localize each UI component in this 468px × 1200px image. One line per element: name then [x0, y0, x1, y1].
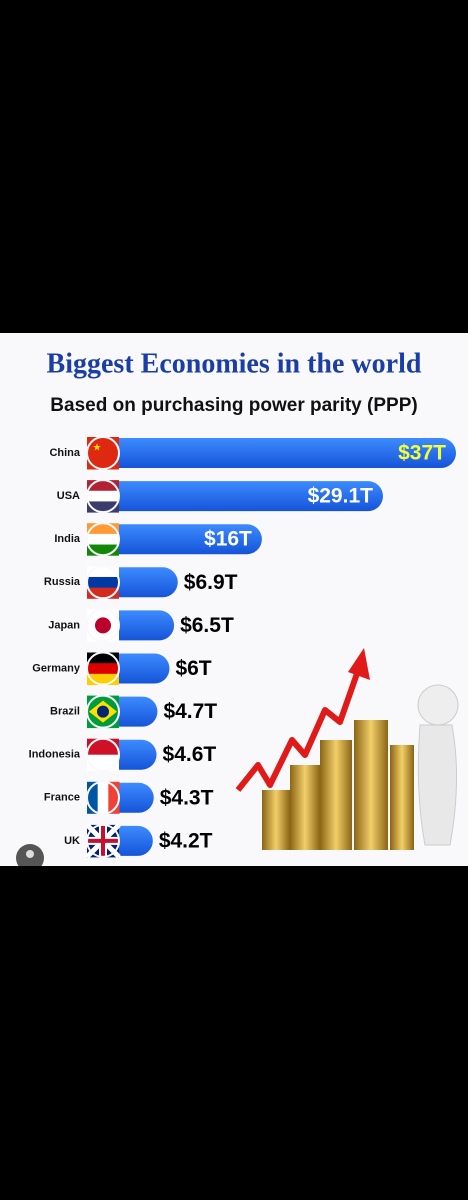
flag-stripe — [87, 480, 119, 492]
bar — [88, 524, 262, 555]
flag-ring — [86, 737, 120, 772]
value-label: $29.1T — [308, 485, 374, 508]
value-label: $37T — [398, 442, 446, 465]
flag-ring — [86, 780, 120, 815]
flag-ring — [86, 694, 120, 729]
flag-stripe — [87, 566, 119, 578]
flag-stripe — [87, 754, 119, 772]
value-label: $4.6T — [163, 743, 217, 766]
flag-stripe — [108, 781, 120, 814]
category-label: India — [54, 533, 81, 545]
coins-illustration — [235, 648, 459, 850]
flag-dot — [97, 705, 109, 718]
flag-stripe — [87, 523, 119, 535]
flag-stripe — [87, 587, 119, 599]
flag-stripe — [87, 533, 119, 546]
flag-stripe — [97, 781, 109, 814]
flag-stripe — [87, 673, 119, 685]
category-label: France — [44, 792, 80, 804]
flag-ring — [86, 522, 120, 557]
flag-ring — [86, 436, 120, 470]
category-label: Brazil — [50, 706, 80, 718]
avatar-head — [26, 850, 34, 858]
flag-dot — [95, 617, 111, 634]
category-label: UK — [64, 835, 80, 847]
flag-ring — [86, 565, 120, 600]
category-label: Japan — [48, 619, 80, 631]
flag-star: ★ — [93, 443, 102, 454]
bar — [88, 481, 383, 512]
category-label: Germany — [32, 662, 81, 674]
flag-ring — [86, 651, 120, 686]
flag-stripe — [87, 544, 119, 556]
flag-stripe — [87, 652, 119, 664]
value-label: $4.3T — [160, 786, 214, 809]
bottom-area — [0, 866, 468, 1200]
flag-stripe — [87, 501, 119, 513]
flag-ring — [86, 479, 120, 514]
value-label: $16T — [204, 528, 252, 551]
chart-subtitle: Based on purchasing power parity (PPP) — [50, 395, 417, 416]
flag-ring — [86, 608, 120, 643]
flag-cross — [87, 824, 119, 857]
category-label: Indonesia — [29, 749, 81, 761]
flag-stripe — [87, 738, 119, 756]
category-label: Russia — [44, 576, 81, 588]
chart-title: Biggest Economies in the world — [47, 348, 422, 379]
flag-stripe — [87, 576, 119, 589]
category-label: USA — [57, 490, 80, 502]
flag-ring — [86, 823, 120, 858]
flag-stripe — [87, 663, 119, 675]
flag-stripe — [87, 490, 119, 502]
value-label: $4.2T — [159, 829, 213, 852]
value-label: $4.7T — [163, 700, 217, 723]
bar — [88, 438, 456, 468]
value-label: $6.5T — [180, 614, 234, 637]
flag-stripe — [87, 781, 99, 814]
category-label: China — [49, 447, 80, 459]
value-label: $6.9T — [184, 571, 238, 594]
value-label: $6T — [175, 657, 211, 680]
